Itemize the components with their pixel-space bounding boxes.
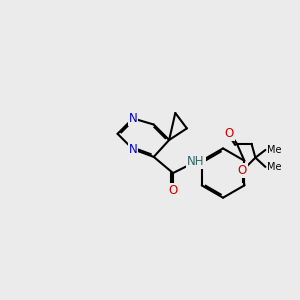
Text: Me: Me (267, 145, 281, 155)
Text: N: N (129, 112, 137, 125)
Text: O: O (225, 127, 234, 140)
Text: O: O (238, 164, 247, 177)
Text: O: O (168, 184, 178, 196)
Text: Me: Me (267, 162, 281, 172)
Text: N: N (129, 143, 137, 156)
Text: NH: NH (187, 155, 205, 168)
